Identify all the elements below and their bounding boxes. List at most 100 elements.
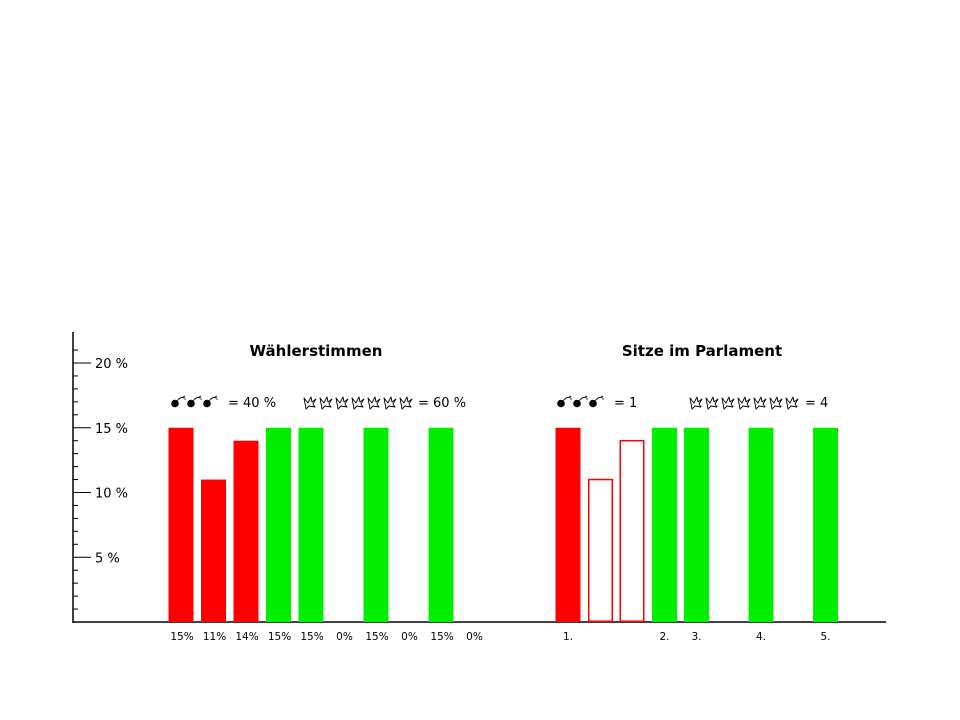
bomb-icon: [171, 395, 186, 408]
bomb-fuse: [563, 396, 571, 401]
dove-shape: [721, 396, 735, 410]
bar: [652, 427, 677, 622]
category-label: 0%: [466, 631, 483, 643]
bomb-fuse: [209, 396, 217, 401]
dove-icon: [721, 396, 735, 410]
dove-shape: [399, 396, 413, 410]
category-label: 3.: [691, 631, 701, 643]
y-tick-label: 10 %: [95, 487, 128, 502]
category-label: 15%: [170, 631, 193, 643]
bar: [266, 427, 291, 622]
category-label: 1.: [563, 631, 573, 643]
category-labels: 15% 11% 14% 15% 15% 0% 15% 0% 15% 0%: [170, 631, 483, 643]
dove-shape: [785, 396, 799, 410]
category-label: 5.: [820, 631, 830, 643]
bomb-icon: [187, 395, 202, 408]
dove-icon: [689, 396, 703, 410]
chart-title: Sitze im Parlament: [622, 342, 782, 360]
voter-share-panel: Wählerstimmen = 40 % = 60 % 15% 11% 14% 15% 1…: [168, 342, 483, 643]
category-labels: 1. 2. 3. 4. 5.: [563, 631, 831, 643]
bomb-spark: [600, 395, 604, 400]
bar: [684, 427, 709, 622]
bomb-body: [573, 399, 581, 408]
category-label: 4.: [756, 631, 766, 643]
dove-icon: [383, 396, 397, 410]
dove-shape: [367, 396, 381, 410]
dove-shape: [769, 396, 783, 410]
bomb-fuse: [177, 396, 185, 401]
dove-shape: [319, 396, 333, 410]
legend-bomb-text: = 1: [614, 396, 637, 411]
bar: [298, 427, 324, 622]
bomb-body: [203, 399, 211, 408]
y-axis-ticks: 5 % 10 % 15 % 20 %: [73, 349, 128, 610]
category-label: 0%: [336, 631, 353, 643]
legend: = 40 % = 60 %: [171, 395, 466, 411]
dove-shape: [737, 396, 751, 410]
bomb-body: [557, 399, 565, 408]
bomb-icon: [589, 395, 604, 408]
dove-icon: [753, 396, 767, 410]
category-label: 15%: [268, 631, 291, 643]
dove-shape: [335, 396, 349, 410]
bomb-spark: [568, 395, 572, 400]
dove-shape: [753, 396, 767, 410]
dove-icon: [705, 396, 719, 410]
bar: [363, 427, 389, 622]
category-label: 14%: [235, 631, 258, 643]
bomb-icon: [557, 395, 572, 408]
legend-bomb-text: = 40 %: [228, 396, 276, 411]
legend-dove-text: = 60 %: [418, 396, 466, 411]
legend: = 1 = 4: [557, 395, 828, 411]
bar: [813, 427, 838, 622]
dove-shape: [303, 396, 317, 410]
bomb-spark: [198, 395, 202, 400]
dove-icon: [769, 396, 783, 410]
bomb-fuse: [595, 396, 603, 401]
dove-icon: [399, 396, 413, 410]
y-tick-label: 20 %: [95, 357, 128, 372]
dove-icon: [303, 396, 317, 410]
dove-icon: [367, 396, 381, 410]
category-label: 15%: [365, 631, 388, 643]
dove-icon: [319, 396, 333, 410]
dove-shape: [705, 396, 719, 410]
category-label: 11%: [203, 631, 226, 643]
dove-shape: [689, 396, 703, 410]
category-label: 15%: [300, 631, 323, 643]
y-tick-label: 15 %: [95, 422, 128, 437]
dove-icon: [785, 396, 799, 410]
bar: [588, 478, 613, 622]
bar: [168, 427, 194, 622]
bomb-spark: [214, 395, 218, 400]
bars: [555, 427, 838, 623]
bomb-spark: [182, 395, 186, 400]
bomb-icon: [573, 395, 588, 408]
category-label: 2.: [659, 631, 669, 643]
bomb-fuse: [193, 396, 201, 401]
legend-dove-text: = 4: [805, 396, 828, 411]
dove-icon: [737, 396, 751, 410]
bar: [748, 427, 774, 622]
y-tick-label: 5 %: [95, 551, 120, 566]
dove-shape: [383, 396, 397, 410]
chart-title: Wählerstimmen: [250, 342, 383, 360]
bomb-body: [187, 399, 195, 408]
bomb-icon: [203, 395, 218, 408]
bomb-spark: [584, 395, 588, 400]
dove-icon: [335, 396, 349, 410]
seats-panel: Sitze im Parlament = 1 = 4 1. 2. 3. 4. 5.: [555, 342, 838, 643]
dove-shape: [351, 396, 365, 410]
bar: [233, 440, 259, 622]
dove-icon: [351, 396, 365, 410]
bars: [168, 427, 454, 622]
bar: [619, 439, 645, 623]
bomb-body: [171, 399, 179, 408]
bomb-body: [589, 399, 597, 408]
bomb-fuse: [579, 396, 587, 401]
bar: [201, 479, 226, 622]
category-label: 0%: [401, 631, 418, 643]
bar: [555, 427, 581, 622]
bar: [428, 427, 454, 622]
